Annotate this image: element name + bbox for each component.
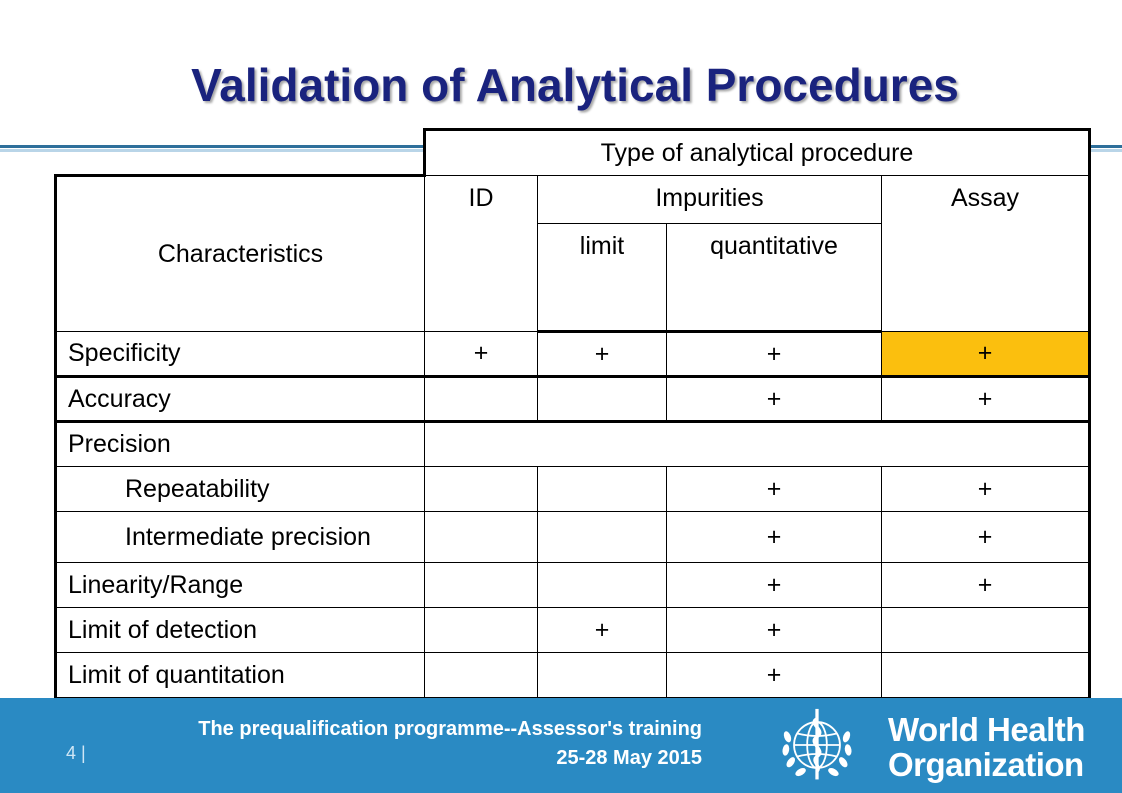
characteristics-header: Characteristics [54,175,425,332]
slide-title: Validation of Analytical Procedures [191,59,959,111]
cell-mark: + [881,466,1091,512]
cell-mark: + [666,652,882,698]
table-group-header: Type of analytical procedure [423,128,1091,176]
row-label: Limit of quantitation [54,652,425,698]
table-row: Repeatability + + [54,466,1091,512]
table-empty-corner [55,129,425,177]
cell-mark [424,466,538,512]
cell-mark [424,652,538,698]
table-row: Specificity + + + + [54,331,1091,378]
cell-mark [424,562,538,608]
table-row: Intermediate precision + + [54,511,1091,563]
cell-mark [537,376,667,423]
cell-mark [537,466,667,512]
cell-mark: + [666,376,882,423]
table-row: Limit of detection + + [54,607,1091,653]
table-row: Linearity/Range + + [54,562,1091,608]
page-number: 4 | [66,743,86,763]
row-label: Specificity [54,331,425,378]
cell-mark: + [666,607,882,653]
footer-bar: 4 | The prequalification programme--Asse… [0,698,1122,793]
table-row: Accuracy + + [54,376,1091,423]
cell-empty-span [424,421,1091,467]
cell-mark [881,607,1091,653]
col-header-impurities: Impurities [537,175,882,224]
row-label: Precision [54,421,425,467]
cell-mark: + [881,511,1091,563]
row-label: Linearity/Range [54,562,425,608]
footer-dates: 25-28 May 2015 [556,747,702,769]
col-header-limit: limit [537,223,667,333]
cell-mark [537,511,667,563]
row-label: Repeatability [54,466,425,512]
table-row: Limit of quantitation + [54,652,1091,698]
cell-mark: + [537,331,667,378]
cell-mark [424,607,538,653]
cell-mark [537,562,667,608]
cell-mark [537,652,667,698]
cell-mark: + [666,562,882,608]
who-emblem-icon [782,708,852,780]
cell-mark [424,511,538,563]
footer-programme: The prequalification programme--Assessor… [198,718,702,740]
row-label: Limit of detection [54,607,425,653]
who-name-line1: World Health [888,711,1085,748]
cell-mark: + [424,331,538,378]
cell-mark: + [666,466,882,512]
cell-mark: + [666,511,882,563]
row-label: Intermediate precision [54,511,425,563]
col-header-id: ID [424,175,538,332]
col-header-quantitative: quantitative [666,223,882,333]
cell-mark: + [881,562,1091,608]
row-label: Accuracy [54,376,425,423]
cell-mark [881,652,1091,698]
validation-table: Type of analytical procedure Characteris… [54,128,1091,698]
who-name-line2: Organization [888,746,1084,783]
cell-mark: + [537,607,667,653]
cell-mark: + [881,376,1091,423]
who-name: World Health Organization [888,712,1085,782]
table-row: Precision [54,421,1091,467]
cell-mark: + [666,331,882,378]
cell-mark [424,376,538,423]
col-header-assay: Assay [881,175,1091,332]
cell-mark-highlighted: + [881,331,1091,378]
